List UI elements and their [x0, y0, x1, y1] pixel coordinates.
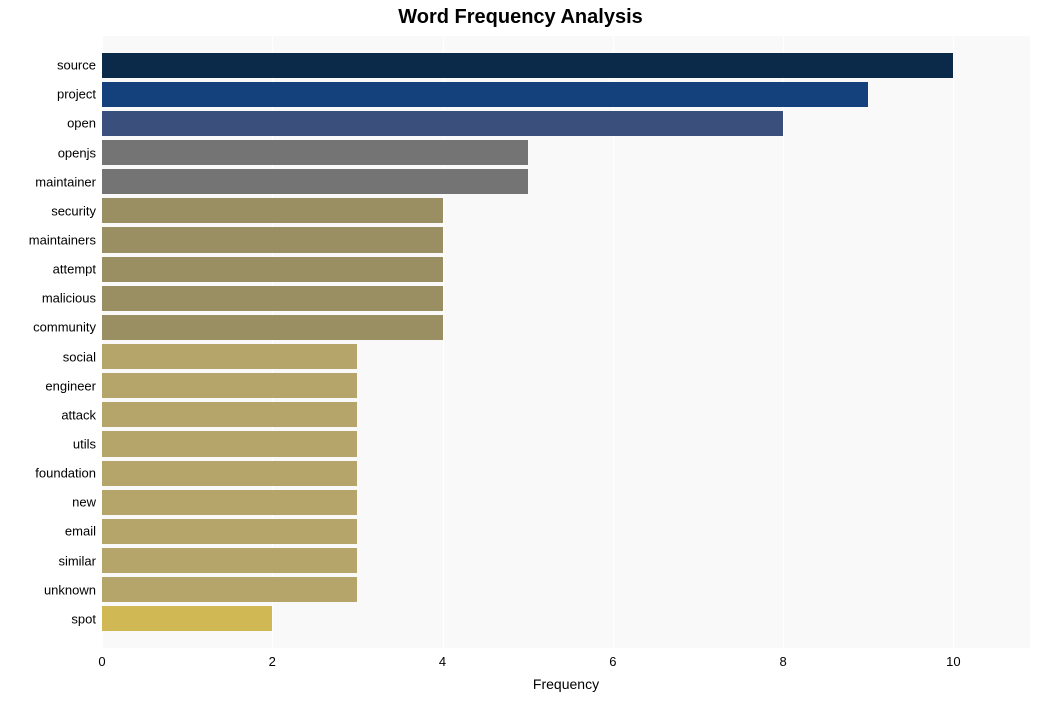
bar	[102, 373, 357, 398]
gridline	[783, 36, 784, 648]
bar	[102, 257, 443, 282]
bar	[102, 344, 357, 369]
y-tick-label: security	[51, 203, 102, 218]
y-tick-label: engineer	[45, 378, 102, 393]
y-tick-label: community	[33, 320, 102, 335]
chart-title: Word Frequency Analysis	[0, 6, 1041, 29]
bar	[102, 577, 357, 602]
x-axis-label: Frequency	[533, 648, 599, 692]
bar	[102, 169, 528, 194]
y-tick-label: utils	[73, 437, 102, 452]
x-tick-label: 2	[269, 648, 276, 669]
bar	[102, 227, 443, 252]
bar	[102, 286, 443, 311]
bar	[102, 198, 443, 223]
y-tick-label: maintainers	[29, 233, 102, 248]
bar	[102, 461, 357, 486]
y-tick-label: foundation	[35, 466, 102, 481]
bar	[102, 431, 357, 456]
y-tick-label: source	[57, 58, 102, 73]
x-tick-label: 6	[609, 648, 616, 669]
y-tick-label: project	[57, 87, 102, 102]
bar	[102, 315, 443, 340]
word-frequency-chart: Word Frequency Analysis Frequency 024681…	[0, 0, 1041, 701]
bar	[102, 140, 528, 165]
y-tick-label: unknown	[44, 582, 102, 597]
x-tick-label: 10	[946, 648, 960, 669]
bar	[102, 111, 783, 136]
y-tick-label: similar	[58, 553, 102, 568]
bar	[102, 402, 357, 427]
y-tick-label: social	[63, 349, 102, 364]
x-tick-label: 0	[98, 648, 105, 669]
y-tick-label: attack	[61, 407, 102, 422]
bar	[102, 606, 272, 631]
plot-area: Frequency 0246810sourceprojectopenopenjs…	[102, 36, 1030, 648]
y-tick-label: open	[67, 116, 102, 131]
y-tick-label: malicious	[42, 291, 102, 306]
x-tick-label: 8	[779, 648, 786, 669]
bar	[102, 82, 868, 107]
y-tick-label: maintainer	[35, 174, 102, 189]
bar	[102, 519, 357, 544]
y-tick-label: openjs	[58, 145, 102, 160]
y-tick-label: attempt	[53, 262, 102, 277]
y-tick-label: new	[72, 495, 102, 510]
bar	[102, 490, 357, 515]
bar	[102, 548, 357, 573]
gridline	[953, 36, 954, 648]
y-tick-label: email	[65, 524, 102, 539]
bar	[102, 53, 953, 78]
x-tick-label: 4	[439, 648, 446, 669]
y-tick-label: spot	[71, 611, 102, 626]
